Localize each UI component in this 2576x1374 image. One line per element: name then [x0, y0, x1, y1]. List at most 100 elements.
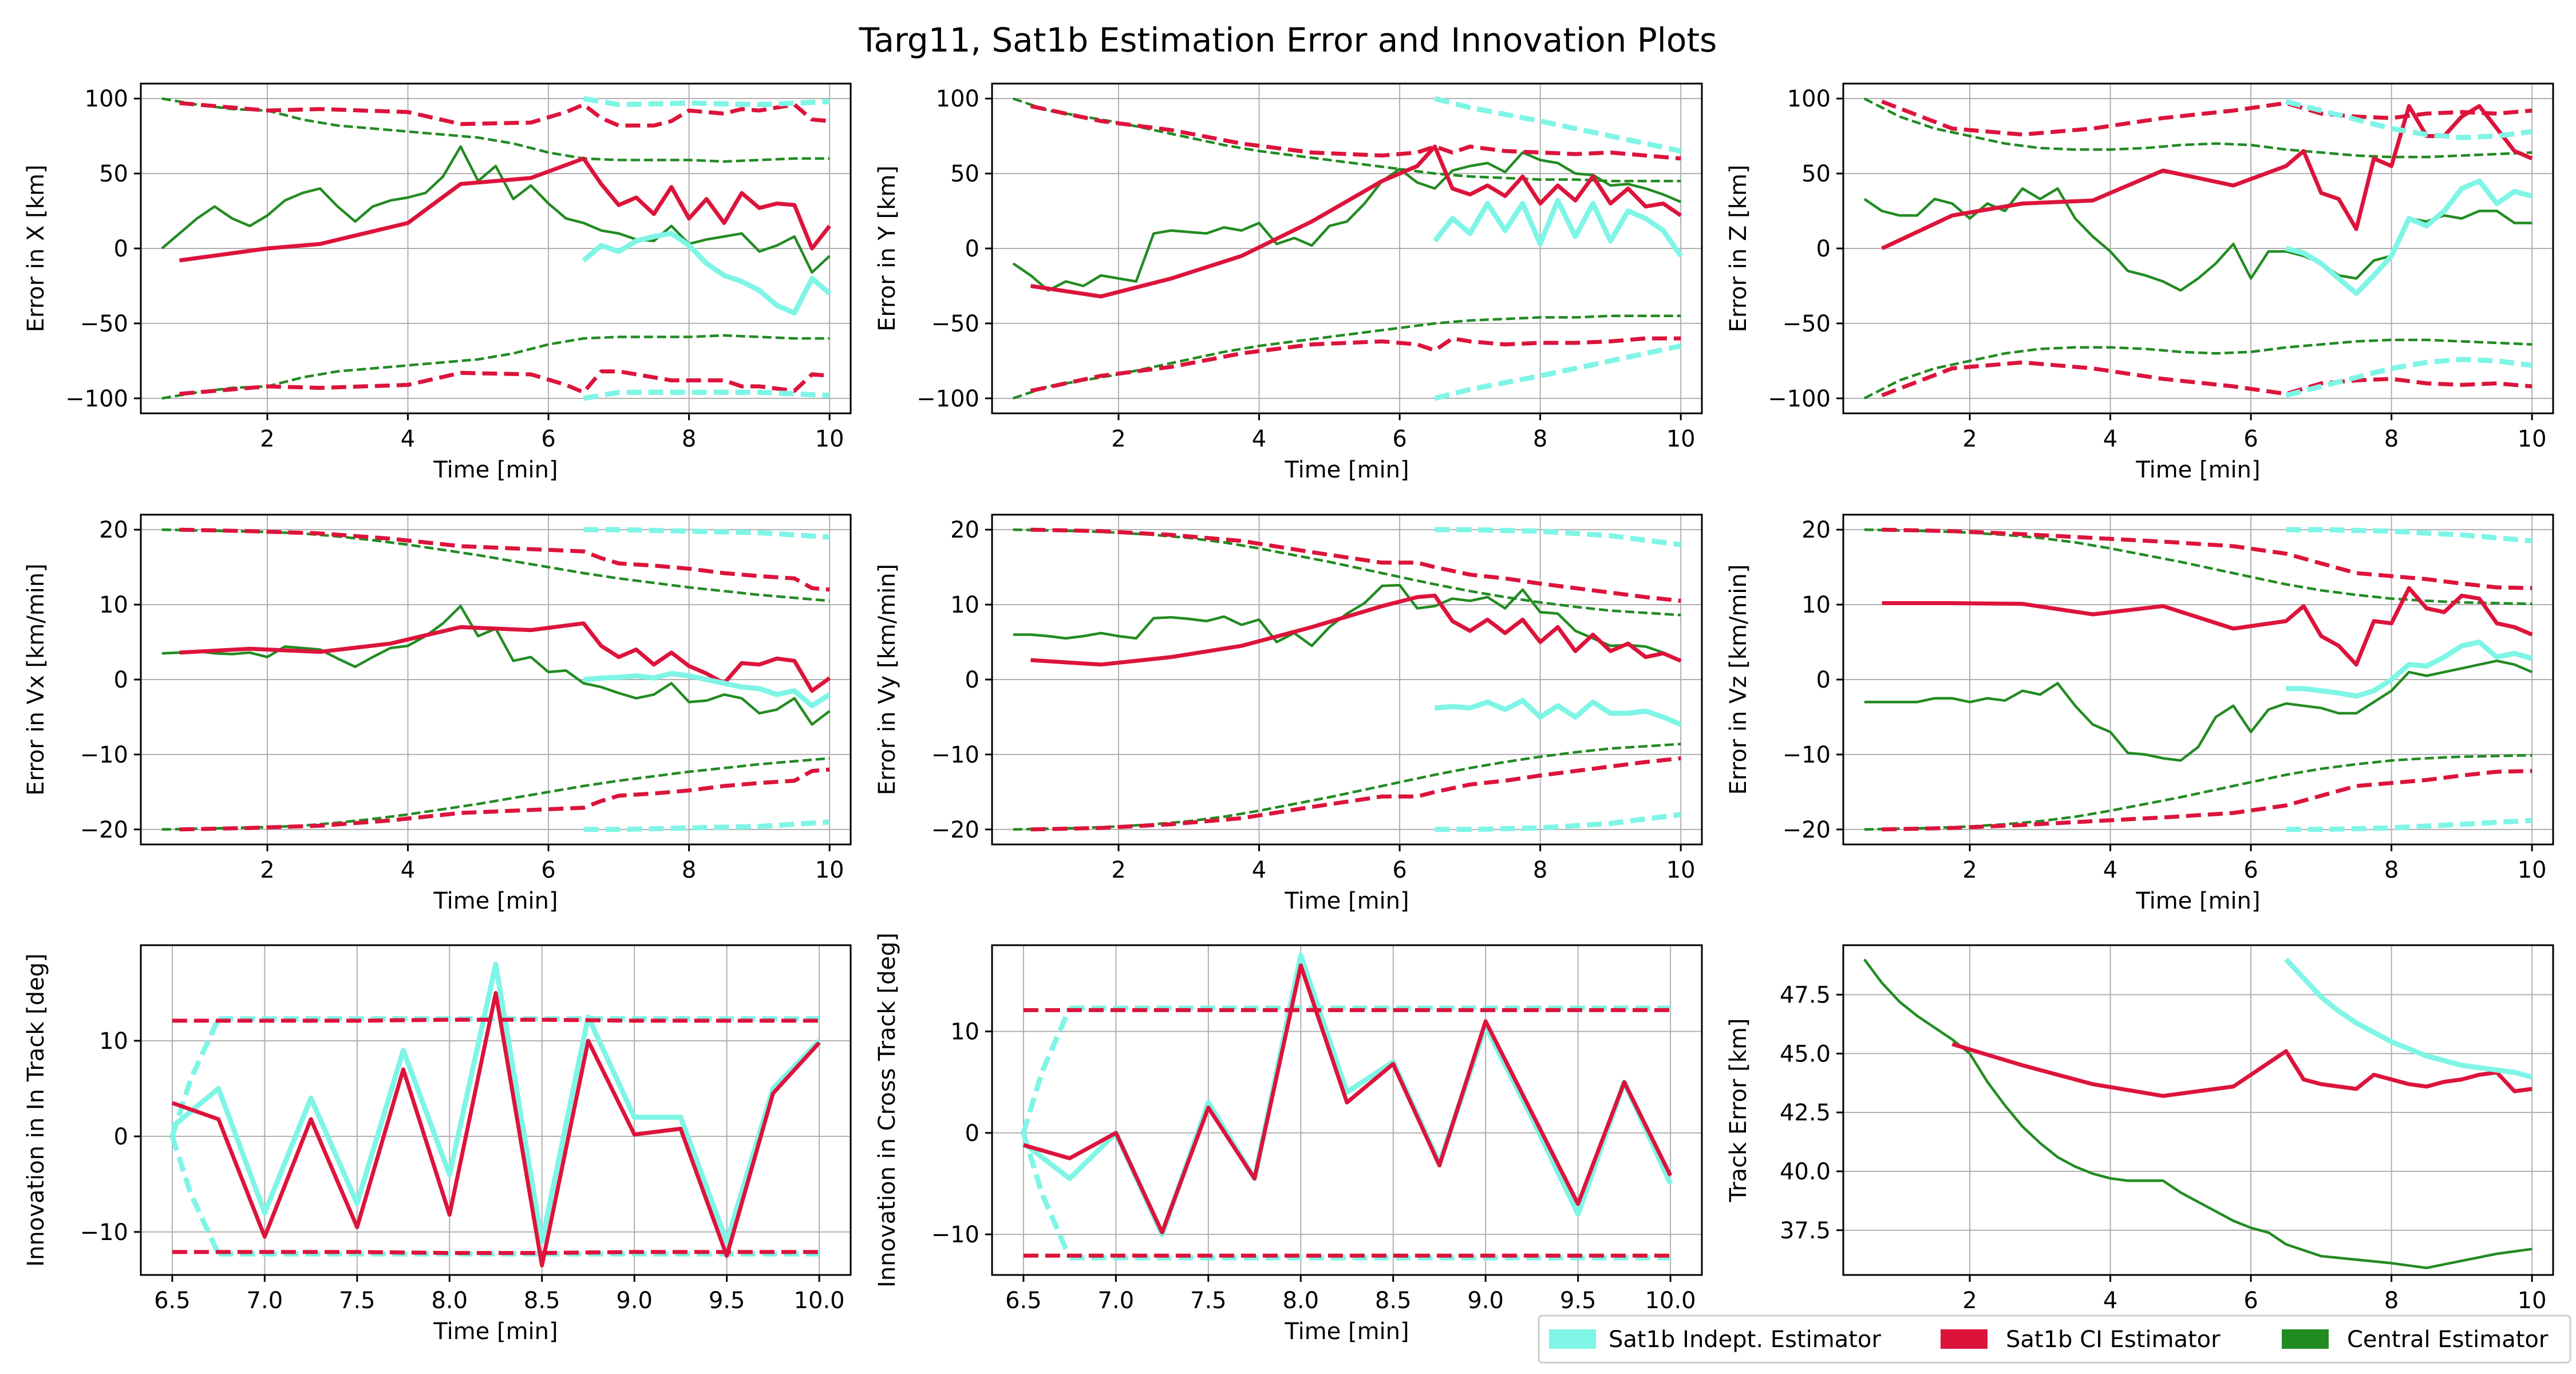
y-tick-label: −10 [1783, 742, 1831, 768]
legend-swatch-central [2282, 1329, 2329, 1349]
series-line-ci-dashed [172, 1017, 820, 1023]
series-group [1012, 96, 1683, 401]
x-tick-label: 6 [2243, 1288, 2258, 1314]
y-tick-label: −10 [80, 1219, 128, 1246]
x-tick-label: 6.5 [1005, 1288, 1042, 1314]
y-tick-label: −20 [1783, 817, 1831, 843]
x-tick-label: 9.0 [1467, 1288, 1504, 1314]
series-line-ci-dashed [1882, 527, 2532, 590]
series-line-central-dashed [1863, 97, 2532, 159]
tick-group: 6.5 7.0 7.5 8.0 8.5 9.0 9.5 10.0 −10 0 10 [80, 1028, 845, 1314]
series-line-ci-solid [179, 156, 831, 263]
grid-lines [1843, 945, 2553, 1275]
series-line-central-dashed [161, 97, 830, 163]
series-line-ci-dashed [1030, 756, 1681, 832]
series-line-indept-dashed [583, 389, 830, 401]
series-line-ci-dashed [172, 1250, 820, 1255]
y-tick-label: 10 [99, 1028, 128, 1055]
series-line-indept-dashed [169, 1135, 221, 1255]
series-line-indept-dashed [2286, 527, 2532, 544]
y-tick-label: 50 [1801, 161, 1831, 187]
series-line-central-dashed [1013, 528, 1681, 617]
y-tick-label: −100 [1768, 386, 1831, 412]
series-line-indept-solid [171, 961, 821, 1245]
series-line-indept-dashed [583, 96, 830, 108]
y-tick-label: 0 [114, 667, 128, 693]
series-group [1863, 97, 2533, 400]
x-tick-label: 8 [1533, 857, 1547, 883]
subplot-1: 2 4 6 8 10 −100 −50 0 50 100 Time [min] Error in X … [23, 82, 852, 483]
y-tick-label: 0 [114, 1124, 128, 1150]
x-tick-label: 4 [401, 857, 415, 883]
series-line-central-dashed [1864, 528, 2532, 606]
y-axis-label: Error in Vy [km/min] [874, 564, 900, 795]
x-axis-label: Time [min] [1284, 1318, 1409, 1345]
y-tick-label: 47.5 [1780, 982, 1831, 1008]
series-line-ci-solid [179, 621, 831, 693]
grid-lines [1843, 515, 2553, 844]
y-tick-label: −20 [931, 817, 979, 843]
grid-lines [141, 515, 851, 844]
x-tick-label: 8.5 [1375, 1288, 1412, 1314]
y-tick-label: 100 [85, 86, 128, 112]
y-tick-label: 0 [114, 236, 128, 262]
x-tick-label: 8 [682, 857, 696, 883]
series-group [161, 96, 832, 401]
series-line-central-solid [1863, 187, 2532, 292]
y-tick-label: −10 [931, 742, 979, 768]
series-line-ci-dashed [1881, 360, 2532, 397]
legend-swatch-ci [1941, 1329, 1988, 1349]
legend-label-central: Central Estimator [2347, 1326, 2549, 1353]
series-line-central-solid [1863, 958, 2532, 1269]
series-group [161, 527, 831, 832]
series-line-indept-dashed [1021, 1132, 1072, 1259]
legend-label-ci: Sat1b CI Estimator [2006, 1326, 2221, 1353]
subplot-7: 6.5 7.0 7.5 8.0 8.5 9.0 9.5 10.0 −10 0 10 Time [min… [23, 944, 852, 1345]
y-tick-label: 10 [950, 1019, 979, 1045]
x-tick-label: 10 [2518, 1288, 2547, 1314]
tick-group: 2 4 6 8 10 37.5 40.0 42.5 45.0 47.5 [1780, 982, 2547, 1314]
x-tick-label: 10 [815, 857, 844, 883]
series-line-indept-dashed [1435, 527, 1681, 547]
x-tick-label: 6 [541, 857, 555, 883]
y-axis-label: Error in Vx [km/min] [23, 563, 49, 795]
series-line-indept-solid [2284, 957, 2533, 1080]
x-tick-label: 8 [1533, 426, 1547, 452]
x-tick-label: 7.0 [247, 1288, 283, 1314]
y-tick-label: 40.0 [1780, 1159, 1831, 1185]
x-tick-label: 2 [1111, 857, 1125, 883]
y-axis-label: Error in Z [km] [1725, 165, 1752, 333]
x-tick-label: 10.0 [794, 1288, 845, 1314]
y-tick-label: −20 [80, 817, 128, 843]
x-axis-label: Time [min] [2135, 457, 2260, 483]
x-tick-label: 8.0 [1282, 1288, 1319, 1314]
y-tick-label: −10 [80, 742, 128, 768]
y-tick-label: 100 [936, 86, 979, 112]
y-tick-label: 100 [1787, 86, 1831, 112]
series-line-ci-dashed [179, 369, 830, 396]
series-line-central-dashed [1013, 743, 1681, 831]
grid-lines [141, 945, 851, 1275]
x-tick-label: 6 [1392, 857, 1406, 883]
series-line-central-solid [1864, 660, 2533, 762]
series-line-indept-dashed [1434, 96, 1682, 154]
series-line-indept-solid [1435, 698, 1682, 727]
x-tick-label: 10 [2518, 426, 2547, 452]
subplot-3: 2 4 6 8 10 −100 −50 0 50 100 Time [min] Error in Z … [1725, 82, 2554, 483]
x-tick-label: 9.5 [1560, 1288, 1597, 1314]
y-tick-label: −50 [1783, 311, 1831, 337]
legend-label-indept: Sat1b Indept. Estimator [1609, 1326, 1881, 1353]
x-tick-label: 6 [541, 426, 555, 452]
series-line-central-dashed [161, 757, 830, 831]
tick-group: 2 4 6 8 10 −20 −10 0 10 20 [1783, 517, 2547, 883]
y-tick-label: 10 [1801, 592, 1831, 618]
y-axis-label: Error in X [km] [23, 165, 49, 333]
y-axis-label: Error in Vz [km/min] [1725, 564, 1752, 795]
x-tick-label: 8 [2384, 1288, 2399, 1314]
x-tick-label: 4 [1252, 426, 1266, 452]
plot-frame [991, 944, 1703, 1276]
series-line-indept-solid [583, 671, 831, 709]
y-axis-label: Track Error [km] [1725, 1018, 1752, 1203]
x-tick-label: 6.5 [154, 1288, 191, 1314]
